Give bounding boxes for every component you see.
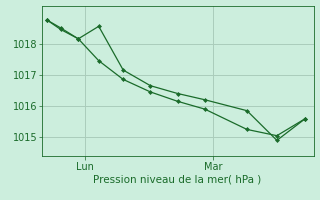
X-axis label: Pression niveau de la mer( hPa ): Pression niveau de la mer( hPa ) <box>93 174 262 184</box>
